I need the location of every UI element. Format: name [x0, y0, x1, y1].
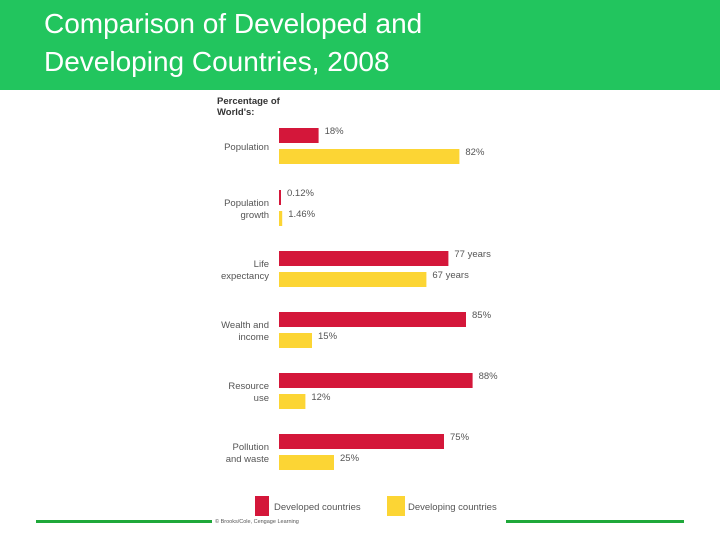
bar-developing	[279, 455, 334, 470]
slide-title-line-1: Comparison of Developed and	[44, 8, 423, 39]
data-label-developed: 75%	[450, 432, 470, 443]
bar-developed	[279, 434, 444, 449]
bar-developing	[279, 149, 460, 164]
legend-label-developed: Developed countries	[274, 502, 361, 513]
title-banner: Comparison of Developed and Developing C…	[0, 0, 720, 90]
category-label: and waste	[226, 454, 269, 465]
chart-title-line-1: Percentage of	[217, 96, 281, 107]
category-label: growth	[240, 210, 269, 221]
credit-line: © Brooks/Cole, Cengage Learning	[215, 518, 299, 525]
bar-developing	[279, 272, 427, 287]
chart-title-line-2: World's:	[217, 107, 254, 118]
category-label: Resource	[228, 381, 269, 392]
data-label-developed: 18%	[325, 126, 345, 137]
data-label-developed: 77 years	[454, 249, 491, 260]
bar-developing	[279, 333, 312, 348]
category-label: Pollution	[233, 442, 269, 453]
data-label-developed: 85%	[472, 310, 492, 321]
category-label: Life	[254, 259, 269, 270]
bar-developed	[279, 128, 319, 143]
legend-swatch-developing	[387, 496, 405, 516]
category-label: Population	[224, 142, 269, 153]
bottom-rule-left	[36, 520, 212, 523]
bar-developed	[279, 373, 473, 388]
figure-panel: Percentage of World's: Population 18% 82% Pop…	[212, 92, 506, 526]
data-label-developing: 15%	[318, 331, 338, 342]
category-label: Wealth and	[221, 320, 269, 331]
bar-developed	[279, 190, 281, 205]
bar-developing	[279, 394, 306, 409]
category-label: use	[254, 393, 269, 404]
category-label: Population	[224, 198, 269, 209]
category-label: income	[238, 332, 269, 343]
bar-developed	[279, 251, 449, 266]
data-label-developing: 1.46%	[288, 209, 315, 220]
data-label-developed: 88%	[479, 371, 499, 382]
bar-developed	[279, 312, 466, 327]
legend-label-developing: Developing countries	[408, 502, 497, 513]
bar-developing	[279, 211, 283, 226]
slide-title-line-2: Developing Countries, 2008	[44, 46, 390, 77]
legend-swatch-developed	[255, 496, 269, 516]
data-label-developing: 82%	[465, 147, 485, 158]
data-label-developing: 12%	[311, 392, 331, 403]
data-label-developing: 67 years	[432, 270, 469, 281]
category-label: expectancy	[221, 271, 269, 282]
data-label-developed: 0.12%	[287, 188, 314, 199]
bottom-rule-right	[506, 520, 684, 523]
data-label-developing: 25%	[340, 453, 360, 464]
